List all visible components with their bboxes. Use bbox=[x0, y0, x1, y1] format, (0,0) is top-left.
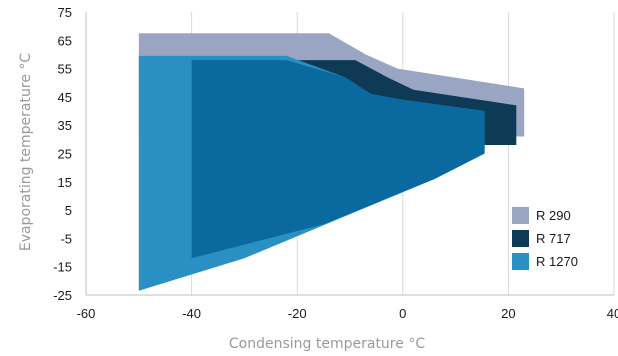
y-tick-label: 45 bbox=[58, 90, 72, 105]
axis-layer: 75 65 55 45 35 25 15 5 -5 -15 -25 -60 -40 -20 0 20 40 bbox=[53, 5, 618, 321]
legend-swatch bbox=[512, 253, 529, 270]
legend-layer: R 290 R 717 R 1270 bbox=[512, 207, 578, 270]
x-tick-label: 20 bbox=[501, 306, 515, 321]
y-axis-title: Evaporating temperature °C bbox=[18, 53, 34, 252]
x-tick-label: 40 bbox=[607, 306, 618, 321]
legend-label: R 290 bbox=[536, 208, 571, 223]
y-tick-label: 15 bbox=[58, 175, 72, 190]
x-axis-title: Condensing temperature °C bbox=[229, 336, 425, 352]
legend-label: R 717 bbox=[536, 231, 571, 246]
x-tick-label: -20 bbox=[288, 306, 307, 321]
y-tick-label: 55 bbox=[58, 62, 72, 77]
y-tick-label: 65 bbox=[58, 33, 72, 48]
x-tick-label: 0 bbox=[399, 306, 406, 321]
series-overlap-area bbox=[191, 60, 485, 259]
legend-label: R 1270 bbox=[536, 254, 578, 269]
y-tick-label: -25 bbox=[53, 288, 72, 303]
y-tick-label: 5 bbox=[65, 203, 72, 218]
x-tick-label: -60 bbox=[77, 306, 96, 321]
y-tick-label: 35 bbox=[58, 118, 72, 133]
legend-swatch bbox=[512, 207, 529, 224]
x-tick-label: -40 bbox=[182, 306, 201, 321]
y-tick-label: 75 bbox=[58, 5, 72, 20]
y-tick-label: 25 bbox=[58, 147, 72, 162]
series-layer bbox=[138, 33, 525, 291]
legend-swatch bbox=[512, 230, 529, 247]
y-tick-label: -5 bbox=[60, 231, 72, 246]
y-tick-label: -15 bbox=[53, 260, 72, 275]
